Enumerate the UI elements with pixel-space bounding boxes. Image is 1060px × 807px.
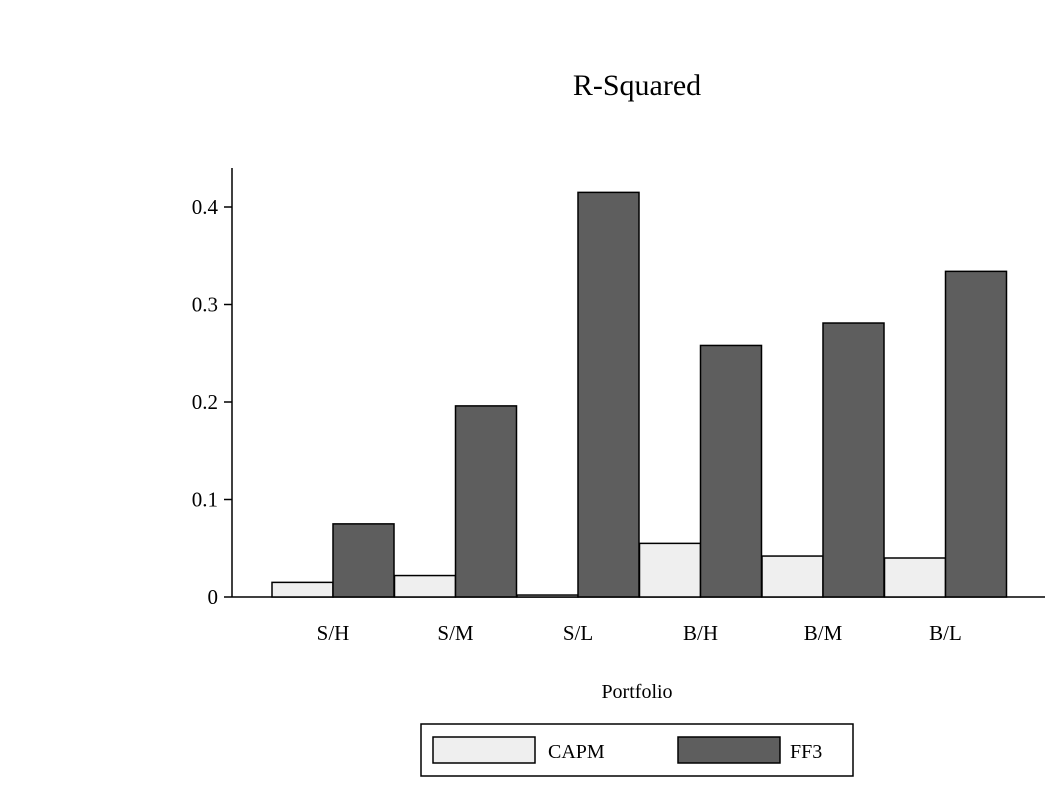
y-tick-label: 0.2 bbox=[192, 390, 218, 414]
legend-swatch-ff3 bbox=[677, 736, 781, 764]
bar-capm-s-h bbox=[271, 581, 334, 598]
x-tick-label: B/L bbox=[929, 621, 962, 645]
legend: CAPM FF3 bbox=[420, 723, 854, 777]
x-tick-label: S/H bbox=[317, 621, 350, 645]
legend-label-ff3: FF3 bbox=[790, 741, 822, 763]
bar-capm-b-h bbox=[638, 542, 702, 598]
y-tick-label: 0.1 bbox=[192, 488, 218, 512]
bar-capm-s-l bbox=[516, 594, 579, 598]
y-tick-label: 0 bbox=[208, 585, 219, 609]
bar-ff3-b-m bbox=[822, 322, 885, 598]
x-tick-label: B/M bbox=[804, 621, 843, 645]
x-axis-label: Portfolio bbox=[601, 681, 672, 703]
bars bbox=[271, 191, 1008, 598]
bar-capm-b-l bbox=[883, 557, 947, 598]
y-tick-label: 0.3 bbox=[192, 293, 218, 317]
bar-ff3-s-m bbox=[454, 405, 518, 598]
bar-ff3-b-l bbox=[944, 270, 1008, 598]
x-tick-label: S/L bbox=[563, 621, 593, 645]
y-tick-label: 0.4 bbox=[192, 195, 219, 219]
category-labels: S/H S/M S/L B/H B/M B/L bbox=[317, 621, 962, 645]
bar-ff3-s-h bbox=[332, 523, 395, 598]
bar-ff3-b-h bbox=[699, 344, 763, 598]
x-tick-label: B/H bbox=[683, 621, 718, 645]
legend-label-capm: CAPM bbox=[548, 741, 605, 763]
bar-capm-s-m bbox=[393, 574, 457, 598]
chart-title: R-Squared bbox=[573, 69, 701, 102]
x-tick-label: S/M bbox=[437, 621, 474, 645]
bar-capm-b-m bbox=[761, 555, 824, 598]
bar-ff3-s-l bbox=[577, 191, 640, 598]
legend-swatch-capm bbox=[432, 736, 536, 764]
